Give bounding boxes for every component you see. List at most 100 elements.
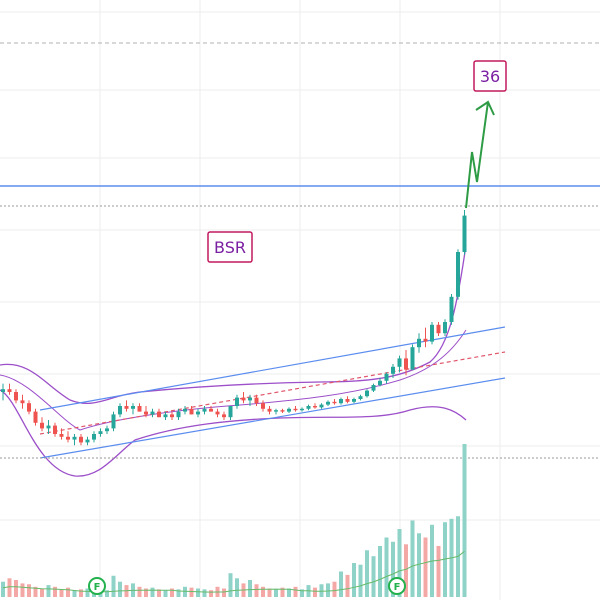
volume-bar — [326, 583, 330, 597]
volume-bar — [287, 588, 291, 597]
volume-bar — [202, 589, 207, 597]
volume-bar — [33, 586, 38, 597]
volume-bar — [85, 588, 90, 597]
candle-body — [105, 428, 109, 432]
volume-bar — [209, 590, 213, 597]
candle-body — [274, 410, 278, 412]
volume-bar — [410, 520, 415, 597]
volume-bar — [293, 586, 298, 597]
volume-bar — [404, 544, 408, 597]
candle-body — [98, 431, 103, 434]
volume-bar — [222, 588, 226, 597]
volume-bar — [176, 589, 181, 597]
ticker-label-box — [207, 231, 253, 263]
volume-bar — [163, 590, 168, 597]
candlesticks — [1, 210, 467, 446]
candle-body — [280, 410, 285, 412]
candle-body — [33, 411, 38, 423]
candle-body — [261, 403, 265, 409]
candle-body — [209, 408, 213, 412]
candle-body — [241, 397, 246, 401]
volume-bar — [462, 444, 467, 597]
reference-lines — [0, 42, 600, 459]
candle-body — [85, 439, 90, 443]
volume-bar — [157, 589, 161, 597]
earnings-marker[interactable]: F — [388, 577, 406, 595]
volume-bar — [391, 541, 395, 597]
volume-bar — [397, 529, 402, 597]
candle-body — [202, 408, 207, 412]
volume-bar — [72, 590, 77, 597]
volume-bar — [183, 586, 187, 597]
volume-bar — [228, 573, 233, 597]
volume-bars — [1, 444, 467, 597]
candle-body — [228, 406, 233, 418]
candle-body — [404, 358, 408, 370]
candle-body — [118, 406, 122, 415]
projection-arrowhead — [475, 100, 495, 116]
candle-body — [300, 408, 304, 411]
candle-body — [131, 406, 135, 409]
target-label-text: 36 — [480, 67, 500, 86]
earnings-marker-circle[interactable] — [88, 577, 106, 595]
volume-bar — [66, 587, 70, 597]
channel-mid — [39, 351, 506, 435]
candle-body — [189, 408, 194, 415]
candle-body — [20, 400, 25, 404]
candle-body — [170, 414, 174, 418]
candle-body — [7, 389, 12, 392]
volume-bar — [267, 588, 272, 597]
volume-bar — [274, 589, 278, 597]
candle-body — [293, 408, 298, 411]
volume-bar — [235, 578, 239, 597]
candle-body — [53, 425, 57, 434]
volume-bar — [105, 590, 109, 597]
volume-bar — [137, 586, 142, 597]
candle-body — [1, 389, 5, 392]
bollinger-mid — [0, 329, 467, 431]
volume-bar — [111, 575, 116, 597]
volume-bar — [20, 583, 25, 597]
volume-bar — [378, 546, 382, 597]
candle-body — [137, 406, 142, 412]
target-label: 36 — [473, 60, 507, 92]
candle-body — [248, 397, 252, 401]
ticker-label-text: BSR — [214, 238, 246, 257]
volume-bar — [339, 571, 343, 597]
volume-bar — [423, 537, 428, 597]
volume-bar — [170, 588, 174, 597]
candle-body — [27, 403, 31, 412]
volume-bar — [7, 578, 12, 597]
candle-body — [235, 397, 239, 406]
candle-body — [397, 358, 402, 367]
candle-body — [72, 436, 77, 440]
candle-body — [306, 406, 311, 409]
candle-body — [157, 411, 161, 418]
projection-arrow — [465, 100, 495, 209]
earnings-marker[interactable]: F — [88, 577, 106, 595]
volume-bar — [417, 533, 421, 597]
volume-bar — [14, 580, 18, 597]
candle-body — [59, 434, 64, 437]
earnings-marker-label: F — [94, 582, 101, 593]
candle-body — [436, 324, 441, 334]
candle-body — [92, 434, 96, 440]
candle-body — [462, 215, 467, 252]
candle-body — [449, 296, 454, 322]
target-label-box — [473, 60, 507, 92]
projection-path — [465, 101, 489, 209]
candle-body — [66, 436, 70, 440]
earnings-marker-circle[interactable] — [388, 577, 406, 595]
bollinger-bands — [0, 244, 467, 477]
candle-body — [378, 380, 382, 385]
volume-bar — [313, 587, 317, 597]
volume-bar — [365, 550, 369, 597]
volume-bar — [352, 563, 356, 597]
volume-bar — [196, 588, 200, 597]
candle-body — [430, 324, 434, 342]
channel-lower — [39, 377, 506, 459]
candle-body — [79, 436, 83, 443]
candle-body — [222, 414, 226, 418]
volume-bar — [40, 588, 44, 597]
